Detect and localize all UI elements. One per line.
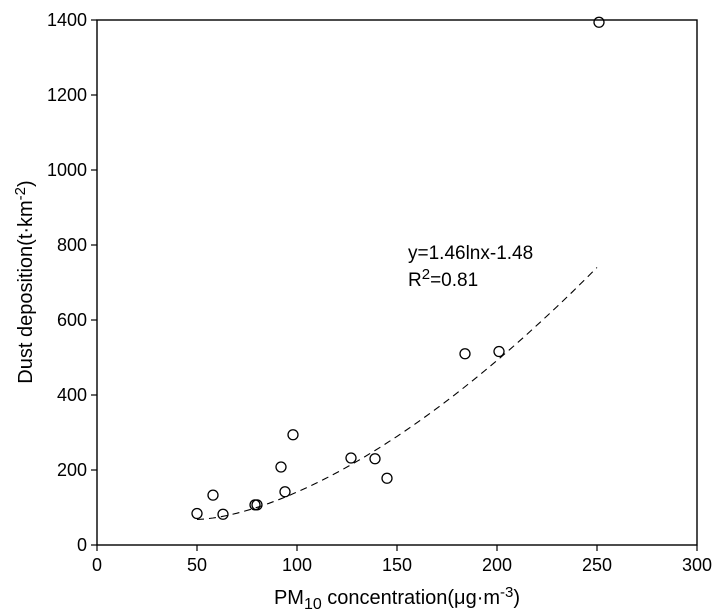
data-point [459,348,471,360]
y-tick-label: 600 [57,310,87,330]
y-tick-label: 800 [57,235,87,255]
x-axis-ticks: 0 50 100 150 200 250 300 [92,545,712,575]
x-axis-title: PM10 concentration(μg·m-3) [274,584,520,613]
fit-r-squared: R2=0.81 [408,266,478,291]
x-tick-label: 100 [282,555,312,575]
data-point [191,507,203,520]
data-point [593,16,605,28]
y-axis-title: Dust deposition(t·km-2) [12,180,37,383]
data-point [279,486,291,498]
x-tick-label: 50 [187,555,207,575]
x-tick-label: 300 [682,555,712,575]
x-tick-label: 150 [382,555,412,575]
y-tick-label: 200 [57,460,87,480]
data-point [287,429,299,441]
data-point [207,489,219,501]
data-point [493,345,505,358]
data-point [345,452,357,464]
y-tick-label: 0 [77,535,87,555]
fit-curve [196,267,598,521]
x-tick-label: 250 [582,555,612,575]
data-point [275,461,287,473]
data-point [381,472,393,484]
y-tick-label: 400 [57,385,87,405]
data-point [251,499,263,511]
fit-equation: y=1.46lnx-1.48 [408,243,533,264]
plot-frame [96,19,698,546]
x-tick-label: 200 [482,555,512,575]
data-point [369,453,381,465]
data-points [191,16,605,520]
y-axis-ticks: 0 200 400 600 800 1000 1200 1400 [47,10,97,555]
y-tick-label: 1400 [47,10,87,30]
x-tick-label: 0 [92,555,102,575]
y-tick-label: 1000 [47,160,87,180]
y-tick-label: 1200 [47,85,87,105]
data-point [217,508,229,520]
